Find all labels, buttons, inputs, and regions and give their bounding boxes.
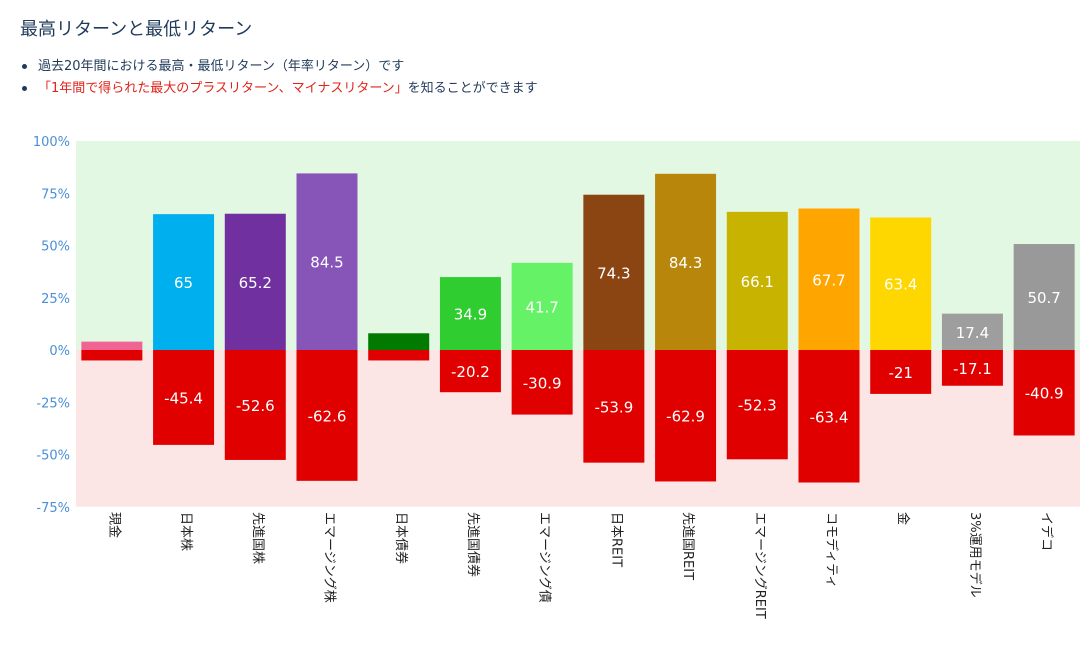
bar-positive xyxy=(511,262,573,350)
y-tick-label: -25% xyxy=(36,396,70,411)
x-tick-label: 先進国株 xyxy=(250,512,265,564)
data-label-negative: -52.3 xyxy=(738,397,777,415)
bar-positive xyxy=(368,333,430,350)
description-item: 「1年間で得られた最大のプラスリターン、マイナスリターン」を知ることができます xyxy=(22,78,538,100)
data-label-positive: 67.7 xyxy=(812,271,845,289)
data-label-negative: -62.6 xyxy=(308,407,347,425)
data-label-positive: 74.3 xyxy=(597,264,630,282)
data-label-negative: -21 xyxy=(888,364,913,382)
x-tick-label: エマージングREIT xyxy=(752,512,767,619)
bar-positive xyxy=(296,173,358,350)
bar-negative xyxy=(296,350,358,481)
bar-negative xyxy=(81,350,143,361)
x-tick-label: コモディティ xyxy=(824,512,840,588)
data-label-negative: -17.1 xyxy=(953,360,992,378)
bar-positive xyxy=(583,194,645,350)
description-list: 過去20年間における最高・最低リターン（年率リターン）です 「1年間で得られた最… xyxy=(22,56,538,100)
bar-positive xyxy=(1013,244,1075,350)
bar-negative xyxy=(153,350,215,445)
bar-negative xyxy=(726,350,788,460)
y-tick-label: 50% xyxy=(41,240,70,255)
data-label-positive: 66.1 xyxy=(741,273,774,291)
bar-negative xyxy=(439,350,501,393)
x-tick-label: イデコ xyxy=(1039,512,1055,551)
data-label-negative: -20.2 xyxy=(451,363,490,381)
bar-negative xyxy=(368,350,430,361)
data-label-positive: 84.5 xyxy=(310,254,343,272)
x-tick-label: 先進国債券 xyxy=(465,512,481,577)
bar-negative xyxy=(941,350,1003,386)
data-label-negative: -53.9 xyxy=(594,398,633,416)
x-tick-label: 日本債券 xyxy=(393,512,409,564)
bar-positive xyxy=(870,217,932,350)
bar-negative xyxy=(511,350,573,415)
x-tick-label: 先進国REIT xyxy=(680,512,695,580)
x-tick-label: 日本REIT xyxy=(608,512,623,567)
x-tick-label: 金 xyxy=(895,512,911,525)
y-tick-label: 100% xyxy=(33,135,70,150)
bar-positive xyxy=(798,208,860,350)
bar-positive xyxy=(81,341,143,350)
data-label-negative: -45.4 xyxy=(164,389,203,407)
data-label-positive: 50.7 xyxy=(1027,289,1060,307)
bar-negative xyxy=(224,350,286,460)
y-tick-label: -75% xyxy=(36,501,70,516)
bar-negative xyxy=(870,350,932,394)
x-tick-label: 現金 xyxy=(106,512,122,538)
description-text: を知ることができます xyxy=(407,81,538,96)
data-label-positive: 65.2 xyxy=(239,274,272,292)
data-label-negative: -40.9 xyxy=(1025,385,1064,403)
bar-negative xyxy=(583,350,645,463)
data-label-positive: 63.4 xyxy=(884,276,917,294)
bar-positive xyxy=(439,277,501,350)
data-label-positive: 84.3 xyxy=(669,254,702,272)
bar-negative xyxy=(1013,350,1075,436)
y-tick-label: 25% xyxy=(41,292,70,307)
data-label-negative: -30.9 xyxy=(523,374,562,392)
x-tick-label: 3%運用モデル xyxy=(967,512,983,598)
data-label-positive: 17.4 xyxy=(956,324,989,342)
x-tick-label: 日本株 xyxy=(178,512,193,551)
data-label-positive: 41.7 xyxy=(525,298,558,316)
bar-negative xyxy=(655,350,717,482)
page-title: 最高リターンと最低リターン xyxy=(20,19,253,40)
data-label-negative: -63.4 xyxy=(810,408,849,426)
data-label-positive: 65 xyxy=(174,274,193,292)
y-tick-label: -50% xyxy=(36,449,70,464)
y-tick-label: 75% xyxy=(41,187,70,202)
description-highlight: 「1年間で得られた最大のプラスリターン、マイナスリターン」 xyxy=(38,81,408,96)
data-label-negative: -52.6 xyxy=(236,397,275,415)
bar-positive xyxy=(224,213,286,350)
y-tick-label: 0% xyxy=(49,344,70,359)
description-item: 過去20年間における最高・最低リターン（年率リターン）です xyxy=(22,56,538,78)
data-label-positive: 34.9 xyxy=(454,306,487,324)
bar-positive xyxy=(726,211,788,350)
bar-negative xyxy=(798,350,860,483)
bar-positive xyxy=(153,214,215,350)
bar-positive xyxy=(941,313,1003,350)
data-label-negative: -62.9 xyxy=(666,408,705,426)
description-text: 過去20年間における最高・最低リターン（年率リターン）です xyxy=(38,59,405,74)
x-tick-label: エマージング債 xyxy=(537,512,552,603)
bar-positive xyxy=(655,173,717,350)
x-tick-label: エマージング株 xyxy=(322,512,337,603)
